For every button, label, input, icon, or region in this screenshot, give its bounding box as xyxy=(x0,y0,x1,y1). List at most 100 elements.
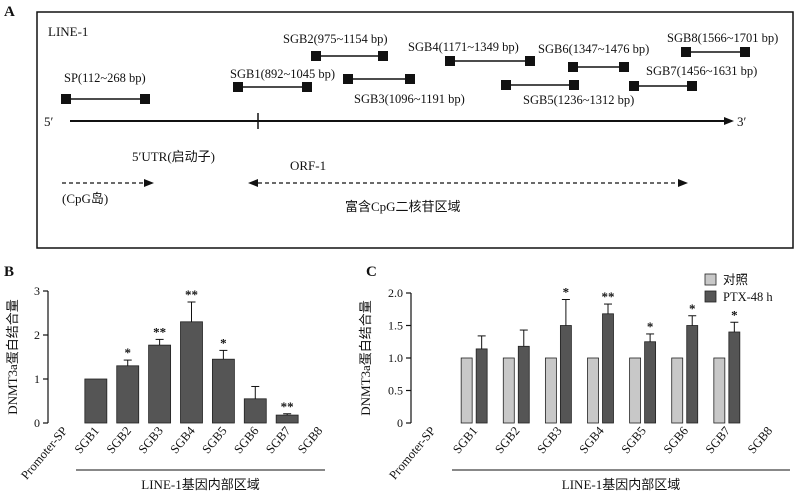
fragment-label: SGB8(1566~1701 bp) xyxy=(667,31,778,45)
fragment-end-marker xyxy=(140,94,150,104)
fragment-start-marker xyxy=(61,94,71,104)
bar-sgb2-s2 xyxy=(517,345,530,424)
fragment-start-marker xyxy=(629,81,639,91)
significance-mark: ** xyxy=(281,399,294,414)
fragment-sgb6: SGB6(1347~1476 bp) xyxy=(538,42,649,72)
bar-sgb3-s1 xyxy=(544,357,557,424)
bar-sgb7 xyxy=(275,414,299,424)
fragment-end-marker xyxy=(405,74,415,84)
significance-mark: * xyxy=(689,301,696,316)
fragment-sgb1: SGB1(892~1045 bp) xyxy=(230,67,335,92)
significance-mark: * xyxy=(563,285,570,300)
orf-arrowhead-left xyxy=(248,179,258,187)
fragment-label: SGB1(892~1045 bp) xyxy=(230,67,335,81)
fragment-start-marker xyxy=(681,47,691,57)
fragment-label: SGB2(975~1154 bp) xyxy=(283,32,388,46)
y-tick-label: 0 xyxy=(34,416,40,430)
fragment-label: SGB6(1347~1476 bp) xyxy=(538,42,649,56)
bar-sgb4-s2 xyxy=(602,313,614,424)
y-axis-label: DNMT3a蛋白结合量 xyxy=(5,299,20,415)
fragment-end-marker xyxy=(569,80,579,90)
fragment-sgb7: SGB7(1456~1631 bp) xyxy=(629,64,757,91)
x-tick-label: SGB1 xyxy=(72,424,102,456)
fragment-start-marker xyxy=(311,51,321,61)
fragment-start-marker xyxy=(445,56,455,66)
fragment-end-marker xyxy=(687,81,697,91)
significance-mark: ** xyxy=(185,287,198,302)
y-tick-label: 0.5 xyxy=(388,384,403,398)
x-axis-group-label: LINE-1基因内部区域 xyxy=(562,477,680,492)
legend-swatch xyxy=(704,290,717,303)
legend-label: 对照 xyxy=(723,273,748,287)
y-axis-label: DNMT3a蛋白结合量 xyxy=(358,300,373,416)
fragment-map: SP(112~268 bp) SGB1(892~1045 bp) SGB2(975~… xyxy=(61,31,778,107)
panel-letter: C xyxy=(366,264,377,280)
x-tick-label: SGB6 xyxy=(661,424,691,456)
bar-sgb4 xyxy=(180,321,203,424)
fragment-end-marker xyxy=(619,62,629,72)
x-tick-label: SGB7 xyxy=(703,424,733,456)
significance-mark: * xyxy=(220,335,227,350)
bar-sgb2-s1 xyxy=(502,357,515,424)
bar-sgb1-s1 xyxy=(460,357,473,424)
bar-sgb6-s2 xyxy=(686,325,699,424)
x-tick-label: SGB8 xyxy=(295,424,325,456)
fragment-end-marker xyxy=(525,56,535,66)
y-tick-label: 1 xyxy=(34,372,40,386)
cpg-island-arrowhead xyxy=(144,179,154,187)
bar-sgb1-s2 xyxy=(475,348,488,424)
significance-mark: ** xyxy=(602,289,615,304)
x-axis-group-label: LINE-1基因内部区域 xyxy=(141,477,259,492)
fragment-sp: SP(112~268 bp) xyxy=(61,71,150,104)
panel-a-letter: A xyxy=(4,4,15,20)
x-tick-label: SGB1 xyxy=(450,424,480,456)
legend-swatch xyxy=(704,273,717,286)
fragment-start-marker xyxy=(501,80,511,90)
x-tick-label: SGB2 xyxy=(104,424,134,456)
y-tick-label: 2 xyxy=(34,328,40,342)
y-tick-label: 1.5 xyxy=(388,319,403,333)
y-tick-label: 3 xyxy=(34,284,40,298)
fragment-label: SGB3(1096~1191 bp) xyxy=(354,92,465,106)
fragment-sgb4: SGB4(1171~1349 bp) xyxy=(408,40,535,66)
five-prime-label: 5′ xyxy=(44,114,54,129)
significance-mark: * xyxy=(731,307,738,322)
x-tick-label: SGB3 xyxy=(534,424,564,456)
orf-arrowhead-right xyxy=(678,179,688,187)
fragment-start-marker xyxy=(568,62,578,72)
bar-sgb2 xyxy=(116,365,140,424)
bar-sgb7-s2 xyxy=(728,331,741,424)
fragment-label: SGB5(1236~1312 bp) xyxy=(523,93,634,107)
bar-sgb6 xyxy=(243,398,267,424)
x-tick-label: SGB3 xyxy=(136,424,166,456)
x-tick-label: SGB2 xyxy=(492,424,522,456)
fragment-start-marker xyxy=(343,74,353,84)
bar-sgb3-s2 xyxy=(559,325,572,424)
fragment-label: SP(112~268 bp) xyxy=(64,71,146,85)
x-tick-label: SGB7 xyxy=(263,424,293,456)
bar-sgb7-s1 xyxy=(713,357,726,424)
fragment-label: SGB4(1171~1349 bp) xyxy=(408,40,519,54)
significance-mark: * xyxy=(647,319,654,334)
legend-label: PTX-48 h xyxy=(723,290,773,304)
bar-sgb6-s1 xyxy=(671,357,684,424)
bar-sgb5-s1 xyxy=(629,357,642,424)
fragment-end-marker xyxy=(740,47,750,57)
x-tick-label: Promoter-SP xyxy=(386,424,438,482)
fragment-start-marker xyxy=(233,82,243,92)
bar-sgb3 xyxy=(148,344,172,424)
panel-letter: B xyxy=(4,264,14,280)
cpg-rich-label: 富含CpG二核苷区域 xyxy=(345,199,461,214)
x-tick-label: SGB5 xyxy=(199,424,229,456)
element-label: LINE-1 xyxy=(48,24,88,39)
fragment-end-marker xyxy=(302,82,312,92)
fragment-end-marker xyxy=(378,51,388,61)
bar-sgb1 xyxy=(84,378,108,424)
fragment-sgb5: SGB5(1236~1312 bp) xyxy=(501,80,634,107)
bar-sgb5 xyxy=(211,358,235,424)
y-tick-label: 2.0 xyxy=(388,286,403,300)
x-tick-label: SGB5 xyxy=(619,424,649,456)
